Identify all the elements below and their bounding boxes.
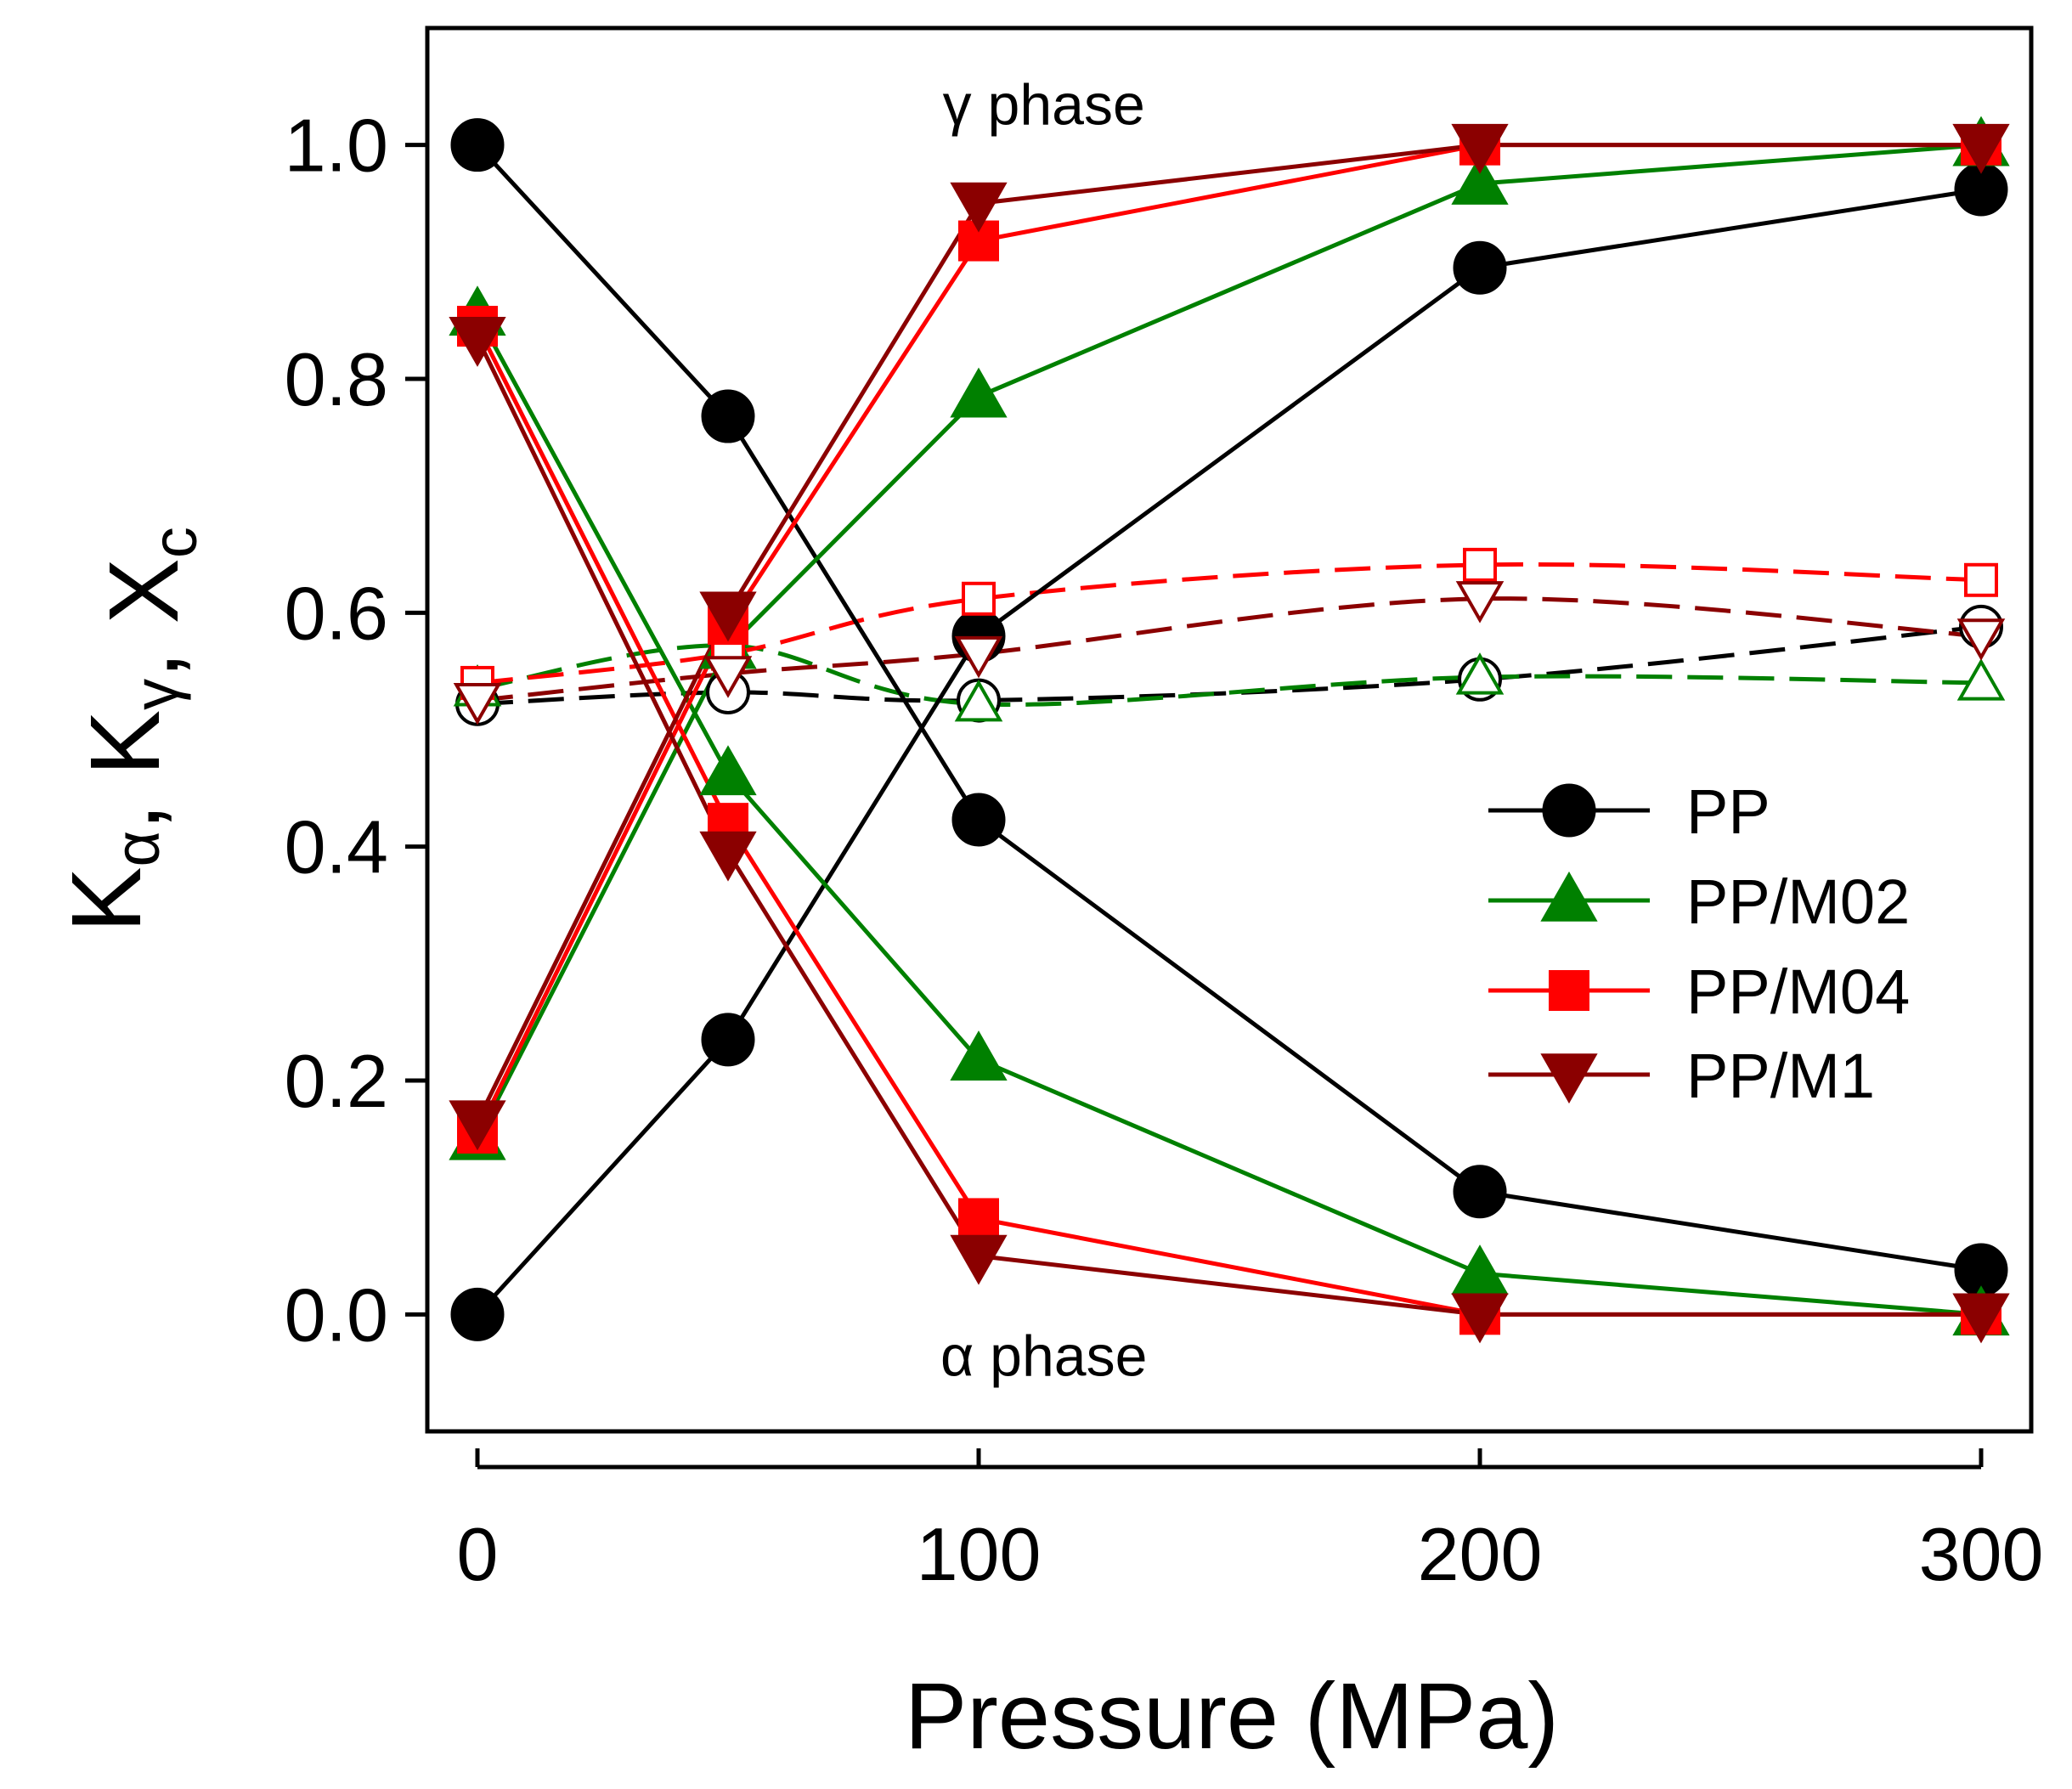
series-layer [449, 116, 2010, 1344]
legend-marker-pp-m1 [1540, 1053, 1598, 1104]
point-pp-m1-k-gamma [449, 1100, 506, 1151]
annotations: γ phase α phase [940, 72, 1147, 1388]
legend-item-pp: PP [1488, 776, 1770, 847]
legend: PP PP/M02 PP/M04 PP/M1 [1488, 776, 1910, 1111]
legend-marker-pp [1542, 783, 1596, 838]
legend-label-pp: PP [1686, 776, 1770, 847]
y-tick-label: 0.0 [285, 1273, 388, 1357]
y-tick-label: 1.0 [285, 104, 388, 188]
point-pp-m04-xc [962, 581, 996, 616]
point-pp-m04-k-alpha [958, 1198, 999, 1239]
y-axis-title: Kα, Kγ, Xc [51, 527, 210, 933]
x-tick-label: 0 [457, 1512, 499, 1596]
series-pp-xc [477, 624, 1982, 707]
legend-label-pp-m04: PP/M04 [1686, 957, 1910, 1027]
point-pp-m02-xc [1956, 658, 2006, 701]
point-pp-k-alpha [1453, 1165, 1507, 1219]
point-pp-m1-k-alpha [699, 831, 757, 882]
point-pp-m02-k-alpha [699, 745, 757, 796]
point-pp-k-alpha [951, 793, 1006, 847]
axes: 0.0 0.2 0.4 0.6 0.8 1.0 0 100 200 300 [285, 104, 2044, 1596]
legend-label-pp-m1: PP/M1 [1686, 1041, 1875, 1111]
point-pp-m1-xc [1956, 618, 2006, 661]
series-pp-k-gamma [476, 187, 1982, 1317]
markers-pp-m02 [449, 116, 2010, 1336]
point-pp-m04-xc [1964, 562, 1998, 597]
line-pp-xc [477, 624, 1982, 707]
legend-label-pp-m02: PP/M02 [1686, 866, 1910, 937]
y-tick-label: 0.6 [285, 571, 388, 655]
point-pp-k-alpha [450, 118, 505, 172]
point-pp-m1-k-alpha [1952, 1293, 2010, 1344]
point-pp-m1-k-gamma [950, 182, 1008, 233]
annotation-gamma-phase: γ phase [943, 72, 1145, 137]
point-pp-m1-xc [703, 656, 753, 698]
x-tick-label: 200 [1418, 1512, 1543, 1596]
point-pp-m1-k-gamma [699, 591, 757, 642]
point-pp-k-alpha [701, 389, 755, 443]
point-pp-m04-xc [1463, 547, 1497, 582]
line-pp-m04-xc [477, 562, 1982, 686]
point-pp-m1-k-gamma [1952, 123, 2010, 174]
point-pp-m1-k-alpha [1451, 1293, 1509, 1344]
plot-frame [425, 25, 2034, 1434]
line-pp-m02-xc [477, 643, 1982, 707]
point-pp-k-gamma [701, 1013, 755, 1067]
point-pp-m1-xc [453, 682, 502, 725]
series-pp-m04-xc [477, 562, 1982, 686]
y-tick-label: 0.8 [285, 337, 388, 421]
point-pp-m1-k-alpha [449, 317, 506, 367]
legend-item-pp-m1: PP/M1 [1488, 1041, 1875, 1111]
markers-pp-m04 [457, 124, 2001, 1335]
markers-pp-m1 [449, 123, 2010, 1344]
x-tick-label: 100 [917, 1512, 1042, 1596]
x-tick-label: 300 [1919, 1512, 2044, 1596]
point-pp-m1-xc [1455, 581, 1505, 624]
legend-marker-pp-m04 [1549, 970, 1589, 1011]
point-pp-m02-k-alpha [950, 1030, 1008, 1081]
y-tick-label: 0.2 [285, 1039, 388, 1123]
legend-item-pp-m02: PP/M02 [1488, 866, 1910, 937]
point-pp-m02-k-alpha [1451, 1244, 1509, 1295]
line-pp-k-gamma [476, 187, 1982, 1317]
legend-item-pp-m04: PP/M04 [1488, 957, 1910, 1027]
point-pp-m1-k-gamma [1451, 123, 1509, 174]
legend-marker-pp-m02 [1540, 871, 1598, 922]
point-pp-m02-k-gamma [950, 367, 1008, 418]
point-pp-k-gamma [450, 1287, 505, 1341]
series-pp-m02-xc [477, 643, 1982, 707]
point-pp-m1-xc [954, 635, 1003, 679]
series-pp-m1-xc [477, 596, 1982, 703]
point-pp-m02-k-gamma [1451, 155, 1509, 205]
annotation-alpha-phase: α phase [940, 1324, 1147, 1389]
x-axis-title: Pressure (MPa) [905, 1664, 1559, 1769]
y-tick-label: 0.4 [285, 805, 388, 889]
point-pp-m02-xc [954, 679, 1003, 722]
point-pp-m1-k-alpha [950, 1234, 1008, 1285]
point-pp-m02-xc [1455, 652, 1505, 695]
line-pp-m1-xc [477, 596, 1982, 703]
point-pp-k-gamma [1453, 240, 1507, 295]
